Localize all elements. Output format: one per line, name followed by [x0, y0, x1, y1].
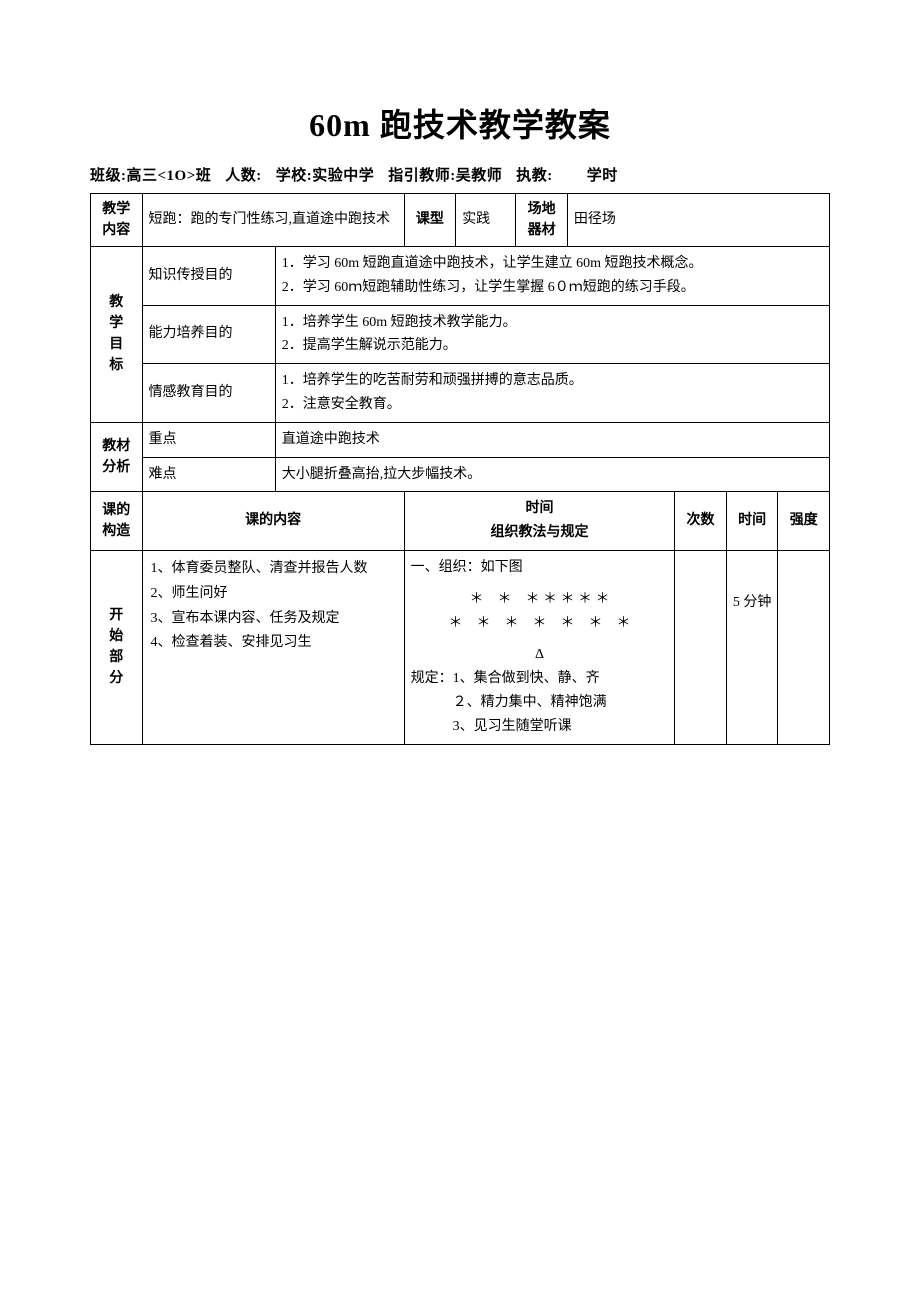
count-field: 人数: [225, 164, 262, 185]
lesson-type-header: 课型 [404, 194, 456, 247]
goals-ability-line2: 2．提高学生解说示范能力。 [282, 334, 823, 358]
material-difficulty-value: 大小腿折叠高抬,拉大步幅技术。 [275, 457, 829, 492]
guide-value: 吴教师 [456, 168, 503, 184]
start-content-line2: 2、师生问好 [151, 582, 398, 606]
table-row: 开始部分 1、体育委员整队、清查并报告人数 2、师生问好 3、宣布本课内容、任务… [91, 550, 830, 744]
class-label: 班级: [90, 168, 127, 184]
teaching-content-header: 教学内容 [91, 194, 143, 247]
material-focus-label: 重点 [142, 422, 275, 457]
goals-emotion-label: 情感教育目的 [142, 364, 275, 423]
start-rule-line1: 规定：1、集合做到快、静、齐 [411, 667, 669, 691]
content-col-header: 课的内容 [142, 492, 404, 551]
formation-row1: ＊ ＊ ＊ ＊ ＊ ＊ ＊ [411, 588, 669, 612]
start-count-cell [675, 550, 727, 744]
start-org-cell: 一、组织：如下图 ＊ ＊ ＊ ＊ ＊ ＊ ＊ ＊ ＊ ＊ ＊ ＊ ＊ ＊ Δ 规… [404, 550, 675, 744]
start-rule-line2: ２、精力集中、精神饱满 [411, 691, 669, 715]
time-col-header: 时间 [726, 492, 778, 551]
start-intensity-cell [778, 550, 830, 744]
org-col-header-line2: 组织教法与规定 [411, 521, 669, 545]
count-col-header: 次数 [675, 492, 727, 551]
table-row: 能力培养目的 1．培养学生 60m 短跑技术教学能力。 2．提高学生解说示范能力… [91, 305, 830, 364]
goals-ability-value: 1．培养学生 60m 短跑技术教学能力。 2．提高学生解说示范能力。 [275, 305, 829, 364]
goals-header: 教学目标 [91, 247, 143, 423]
guide-label: 指引教师: [388, 168, 456, 184]
guide-field: 指引教师:吴教师 [388, 164, 502, 185]
start-content-line3: 3、宣布本课内容、任务及规定 [151, 607, 398, 631]
table-row: 情感教育目的 1．培养学生的吃苦耐劳和顽强拼搏的意志品质。 2．注意安全教育。 [91, 364, 830, 423]
table-row: 教学目标 知识传授目的 1．学习 60m 短跑直道途中跑技术，让学生建立 60m… [91, 247, 830, 306]
school-value: 实验中学 [312, 168, 374, 184]
goals-knowledge-line1: 1．学习 60m 短跑直道途中跑技术，让学生建立 60m 短跑技术概念。 [282, 252, 823, 276]
start-section-label: 开始部分 [91, 550, 143, 744]
goals-knowledge-label: 知识传授目的 [142, 247, 275, 306]
intensity-col-header: 强度 [778, 492, 830, 551]
table-row: 教材分析 重点 直道途中跑技术 [91, 422, 830, 457]
venue-value: 田径场 [567, 194, 829, 247]
goals-ability-line1: 1．培养学生 60m 短跑技术教学能力。 [282, 311, 823, 335]
goals-emotion-line2: 2．注意安全教育。 [282, 393, 823, 417]
material-difficulty-label: 难点 [142, 457, 275, 492]
class-field: 班级:高三<1O>班 [90, 164, 211, 185]
goals-ability-label: 能力培养目的 [142, 305, 275, 364]
org-col-header-line1: 时间 [411, 497, 669, 521]
start-content-line4: 4、检查着装、安排见习生 [151, 631, 398, 655]
start-content-line1: 1、体育委员整队、清查并报告人数 [151, 557, 398, 581]
formation-row2: ＊ ＊ ＊ ＊ ＊ ＊ ＊ [411, 612, 669, 636]
material-focus-value: 直道途中跑技术 [275, 422, 829, 457]
document-title: 60m 跑技术教学教案 [90, 100, 830, 146]
table-row: 难点 大小腿折叠高抬,拉大步幅技术。 [91, 457, 830, 492]
formation-teacher: Δ [411, 643, 669, 667]
meta-row: 班级:高三<1O>班 人数: 学校:实验中学 指引教师:吴教师 执教: 学时 [90, 164, 830, 185]
goals-emotion-line1: 1．培养学生的吃苦耐劳和顽强拼搏的意志品质。 [282, 369, 823, 393]
class-value: 高三<1O>班 [127, 168, 212, 184]
venue-header: 场地器材 [516, 194, 568, 247]
teaching-content-value: 短跑：跑的专门性练习,直道途中跑技术 [142, 194, 404, 247]
table-row: 教学内容 短跑：跑的专门性练习,直道途中跑技术 课型 实践 场地器材 田径场 [91, 194, 830, 247]
instructor-label: 执教: [516, 168, 553, 184]
structure-col-header: 课的构造 [91, 492, 143, 551]
start-content-cell: 1、体育委员整队、清查并报告人数 2、师生问好 3、宣布本课内容、任务及规定 4… [142, 550, 404, 744]
org-col-header: 时间 组织教法与规定 [404, 492, 675, 551]
school-field: 学校:实验中学 [276, 164, 375, 185]
start-rule-line3: 3、见习生随堂听课 [411, 715, 669, 739]
material-header: 教材分析 [91, 422, 143, 492]
lesson-type-value: 实践 [456, 194, 516, 247]
instructor-field: 执教: [516, 164, 553, 185]
count-label: 人数: [225, 168, 262, 184]
goals-knowledge-value: 1．学习 60m 短跑直道途中跑技术，让学生建立 60m 短跑技术概念。 2．学… [275, 247, 829, 306]
start-org-line1: 一、组织：如下图 [411, 556, 669, 580]
goals-knowledge-line2: 2．学习 60ｍ短跑辅助性练习，让学生掌握 6０ｍ短跑的练习手段。 [282, 276, 823, 300]
hours-field: 学时 [587, 164, 618, 185]
goals-emotion-value: 1．培养学生的吃苦耐劳和顽强拼搏的意志品质。 2．注意安全教育。 [275, 364, 829, 423]
start-time-cell: 5 分钟 [726, 550, 778, 744]
school-label: 学校: [276, 168, 313, 184]
table-row: 课的构造 课的内容 时间 组织教法与规定 次数 时间 强度 [91, 492, 830, 551]
lesson-plan-table: 教学内容 短跑：跑的专门性练习,直道途中跑技术 课型 实践 场地器材 田径场 教… [90, 193, 830, 745]
